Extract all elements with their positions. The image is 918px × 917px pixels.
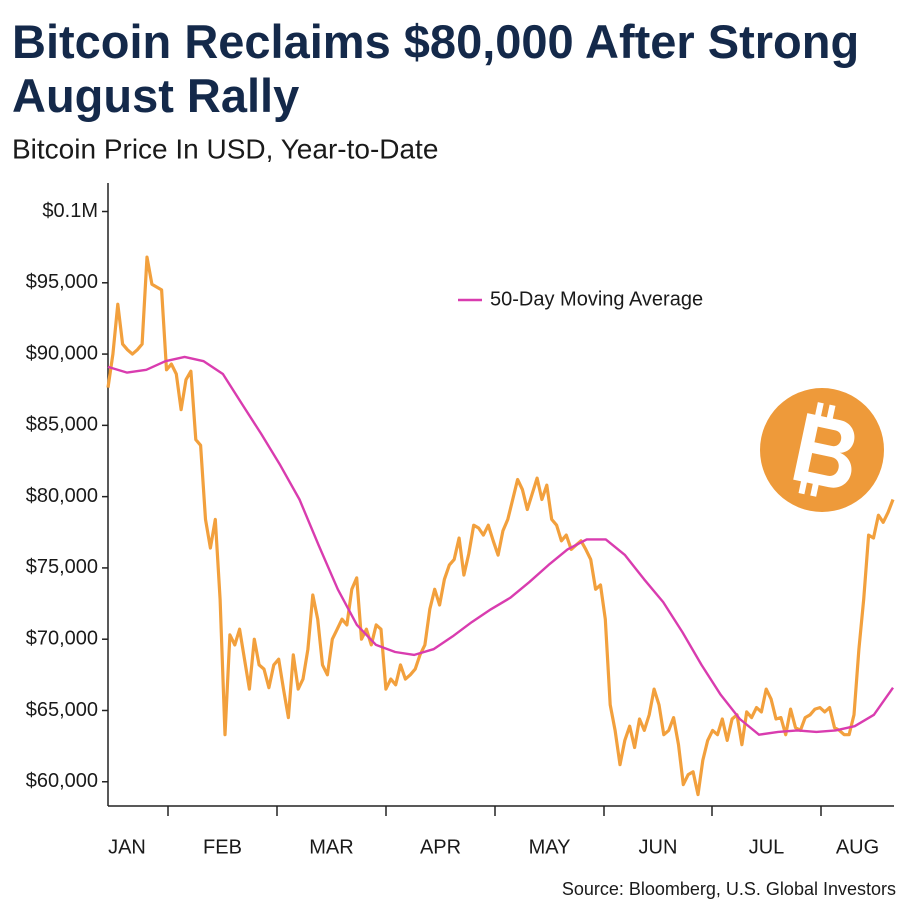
y-tick-label: $75,000 (26, 556, 98, 578)
x-tick-label: MAR (309, 836, 353, 858)
icon-bar (826, 404, 836, 420)
x-tick-label: AUG (836, 836, 879, 858)
icon-bar (798, 479, 808, 495)
bitcoin-icon (760, 388, 884, 512)
y-tick-label: $70,000 (26, 627, 98, 649)
x-tick-label: JAN (108, 836, 146, 858)
icon-bar (810, 481, 820, 497)
y-tick-label: $65,000 (26, 699, 98, 721)
legend-label: 50-Day Moving Average (490, 288, 703, 310)
x-tick-label: FEB (203, 836, 242, 858)
y-tick-label: $0.1M (42, 200, 98, 222)
source-note: Source: Bloomberg, U.S. Global Investors (562, 879, 896, 899)
y-tick-label: $90,000 (26, 342, 98, 364)
y-tick-label: $60,000 (26, 770, 98, 792)
y-tick-label: $85,000 (26, 414, 98, 436)
x-tick-label: JUN (639, 836, 678, 858)
x-tick-label: MAY (529, 836, 571, 858)
icon-bar (814, 402, 824, 418)
y-tick-label: $80,000 (26, 485, 98, 507)
series-line (107, 355, 894, 736)
x-tick-label: JUL (749, 836, 785, 858)
chart-subtitle: Bitcoin Price In USD, Year-to-Date (12, 133, 438, 164)
series-line (106, 255, 895, 797)
y-tick-label: $95,000 (26, 271, 98, 293)
x-tick-label: APR (420, 836, 461, 858)
chart-title: Bitcoin Reclaims $80,000 After Strong Aug… (12, 15, 859, 122)
icon-b (793, 413, 855, 488)
